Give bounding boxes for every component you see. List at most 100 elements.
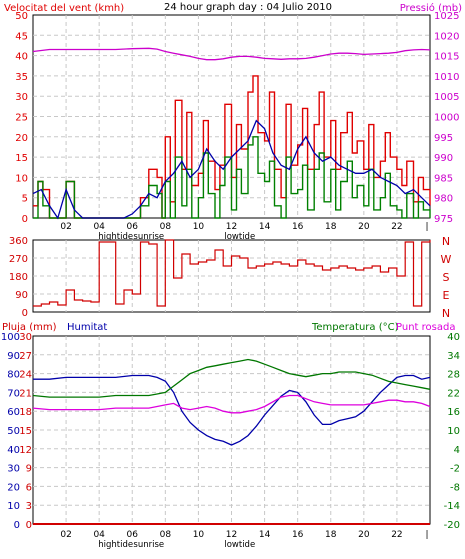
pressure-axis-label: Pressió (mb) (400, 2, 462, 14)
x-tick-label: 08 (160, 222, 172, 232)
x-tick-label: 12 (226, 530, 237, 540)
wind-tick-label: 45 (15, 31, 28, 42)
temperature-tick-label: 4 (454, 445, 460, 456)
x-tick-label: 20 (358, 530, 370, 540)
x-tick-label: 14 (259, 530, 271, 540)
humidity-tick-label: 40 (7, 445, 20, 456)
humidity-tick-label: 10 (7, 501, 20, 512)
direction-tick-label: 90 (15, 290, 28, 301)
humidity-tick-label: 50 (7, 426, 20, 437)
x-tick-label: 02 (60, 530, 71, 540)
rain-tick-label: 18 (19, 407, 32, 418)
temperature-tick-label: 40 (447, 332, 460, 343)
rain-tick-label: 9 (26, 464, 32, 475)
tide-label: sunrise (133, 540, 164, 550)
x-tick-label: 18 (325, 222, 337, 232)
temperature-tick-label: 16 (447, 407, 460, 418)
x-tick-label: 14 (259, 222, 271, 232)
pressure-tick-label: 985 (434, 173, 453, 184)
wind-average-series (32, 119, 431, 220)
pressure-tick-label: 1005 (434, 92, 459, 103)
humidity-tick-label: 90 (7, 351, 20, 362)
temperature-tick-label: -14 (444, 501, 460, 512)
pressure-tick-label: 1015 (434, 52, 459, 63)
wind-tick-label: 25 (15, 113, 28, 124)
humidity-axis-label: Humitat (67, 322, 107, 333)
rain-tick-label: 27 (19, 351, 32, 362)
dewpoint-axis-label: Punt rosada (396, 322, 455, 333)
x-tick-label: 22 (391, 222, 402, 232)
x-tick-label: 04 (93, 530, 105, 540)
direction-tick-label: 0 (22, 308, 28, 319)
x-tick-label: 16 (292, 222, 304, 232)
temperature-tick-label: -20 (444, 520, 460, 531)
temperature-tick-label: 28 (447, 370, 460, 381)
direction-tick-label: 360 (9, 236, 28, 247)
tide-label: hightide (98, 540, 133, 550)
wind-tick-label: 10 (15, 173, 28, 184)
rain-tick-label: 24 (19, 370, 32, 381)
dewpoint-series (32, 394, 431, 414)
x-tick-label-end: | (425, 530, 428, 540)
direction-tick-label: 270 (9, 254, 28, 265)
x-tick-label: 04 (93, 222, 105, 232)
temperature-tick-label: 10 (447, 426, 460, 437)
humidity-series (33, 374, 431, 446)
x-tick-label-end: | (425, 222, 428, 232)
compass-tick-label: W (441, 253, 452, 266)
rain-tick-label: 3 (26, 501, 32, 512)
humidity-tick-label: 100 (1, 332, 20, 343)
wind-tick-label: 40 (15, 52, 28, 63)
humidity-tick-label: 70 (7, 388, 20, 399)
temperature-tick-label: 22 (447, 388, 460, 399)
rain-tick-label: 30 (19, 332, 32, 343)
x-tick-label: 06 (127, 530, 139, 540)
wind-tick-label: 15 (15, 153, 28, 164)
wind-tick-label: 30 (15, 92, 28, 103)
pressure-tick-label: 1020 (434, 31, 459, 42)
x-tick-label: 16 (292, 530, 304, 540)
direction-tick-label: 180 (9, 272, 28, 283)
pressure-tick-label: 980 (434, 194, 453, 205)
humidity-tick-label: 60 (7, 407, 20, 418)
compass-tick-label: N (442, 235, 450, 248)
x-tick-label: 08 (160, 530, 172, 540)
x-tick-label: 06 (127, 222, 139, 232)
humidity-tick-label: 80 (7, 370, 20, 381)
temperature-axis-label: Temperatura (°C) (311, 322, 399, 333)
temperature-tick-label: 34 (447, 351, 460, 362)
tide-label: hightide (98, 232, 133, 242)
wind-tick-label: 0 (22, 214, 28, 225)
temperature-tick-label: -8 (450, 482, 460, 493)
wind-speed-series (33, 136, 431, 219)
x-tick-label: 20 (358, 222, 370, 232)
x-tick-label: 10 (193, 222, 205, 232)
rain-axis-label: Pluja (mm) (2, 322, 57, 333)
x-tick-label: 18 (325, 530, 337, 540)
compass-tick-label: E (443, 289, 450, 302)
compass-tick-label: N (442, 307, 450, 320)
rain-tick-label: 0 (26, 520, 32, 531)
rain-tick-label: 15 (19, 426, 32, 437)
x-tick-label: 12 (226, 222, 237, 232)
temperature-series (32, 358, 431, 398)
humidity-tick-label: 20 (7, 482, 20, 493)
wind-tick-label: 5 (22, 194, 28, 205)
wind-direction-series (33, 239, 431, 307)
rain-tick-label: 6 (26, 482, 32, 493)
wind-tick-label: 20 (15, 133, 28, 144)
pressure-tick-label: 990 (434, 153, 453, 164)
tide-label: lowtide (224, 232, 255, 242)
pressure-tick-label: 995 (434, 133, 453, 144)
x-tick-label: 22 (391, 530, 402, 540)
pressure-tick-label: 1010 (434, 72, 459, 83)
wind-tick-label: 50 (15, 11, 28, 22)
pressure-tick-label: 975 (434, 214, 453, 225)
wind-axis-label: Velocitat del vent (kmh) (4, 3, 124, 14)
tide-label: lowtide (224, 540, 255, 550)
pressure-series (32, 47, 431, 61)
rain-tick-label: 21 (19, 388, 32, 399)
compass-tick-label: S (443, 271, 450, 284)
pressure-tick-label: 1000 (434, 113, 459, 124)
